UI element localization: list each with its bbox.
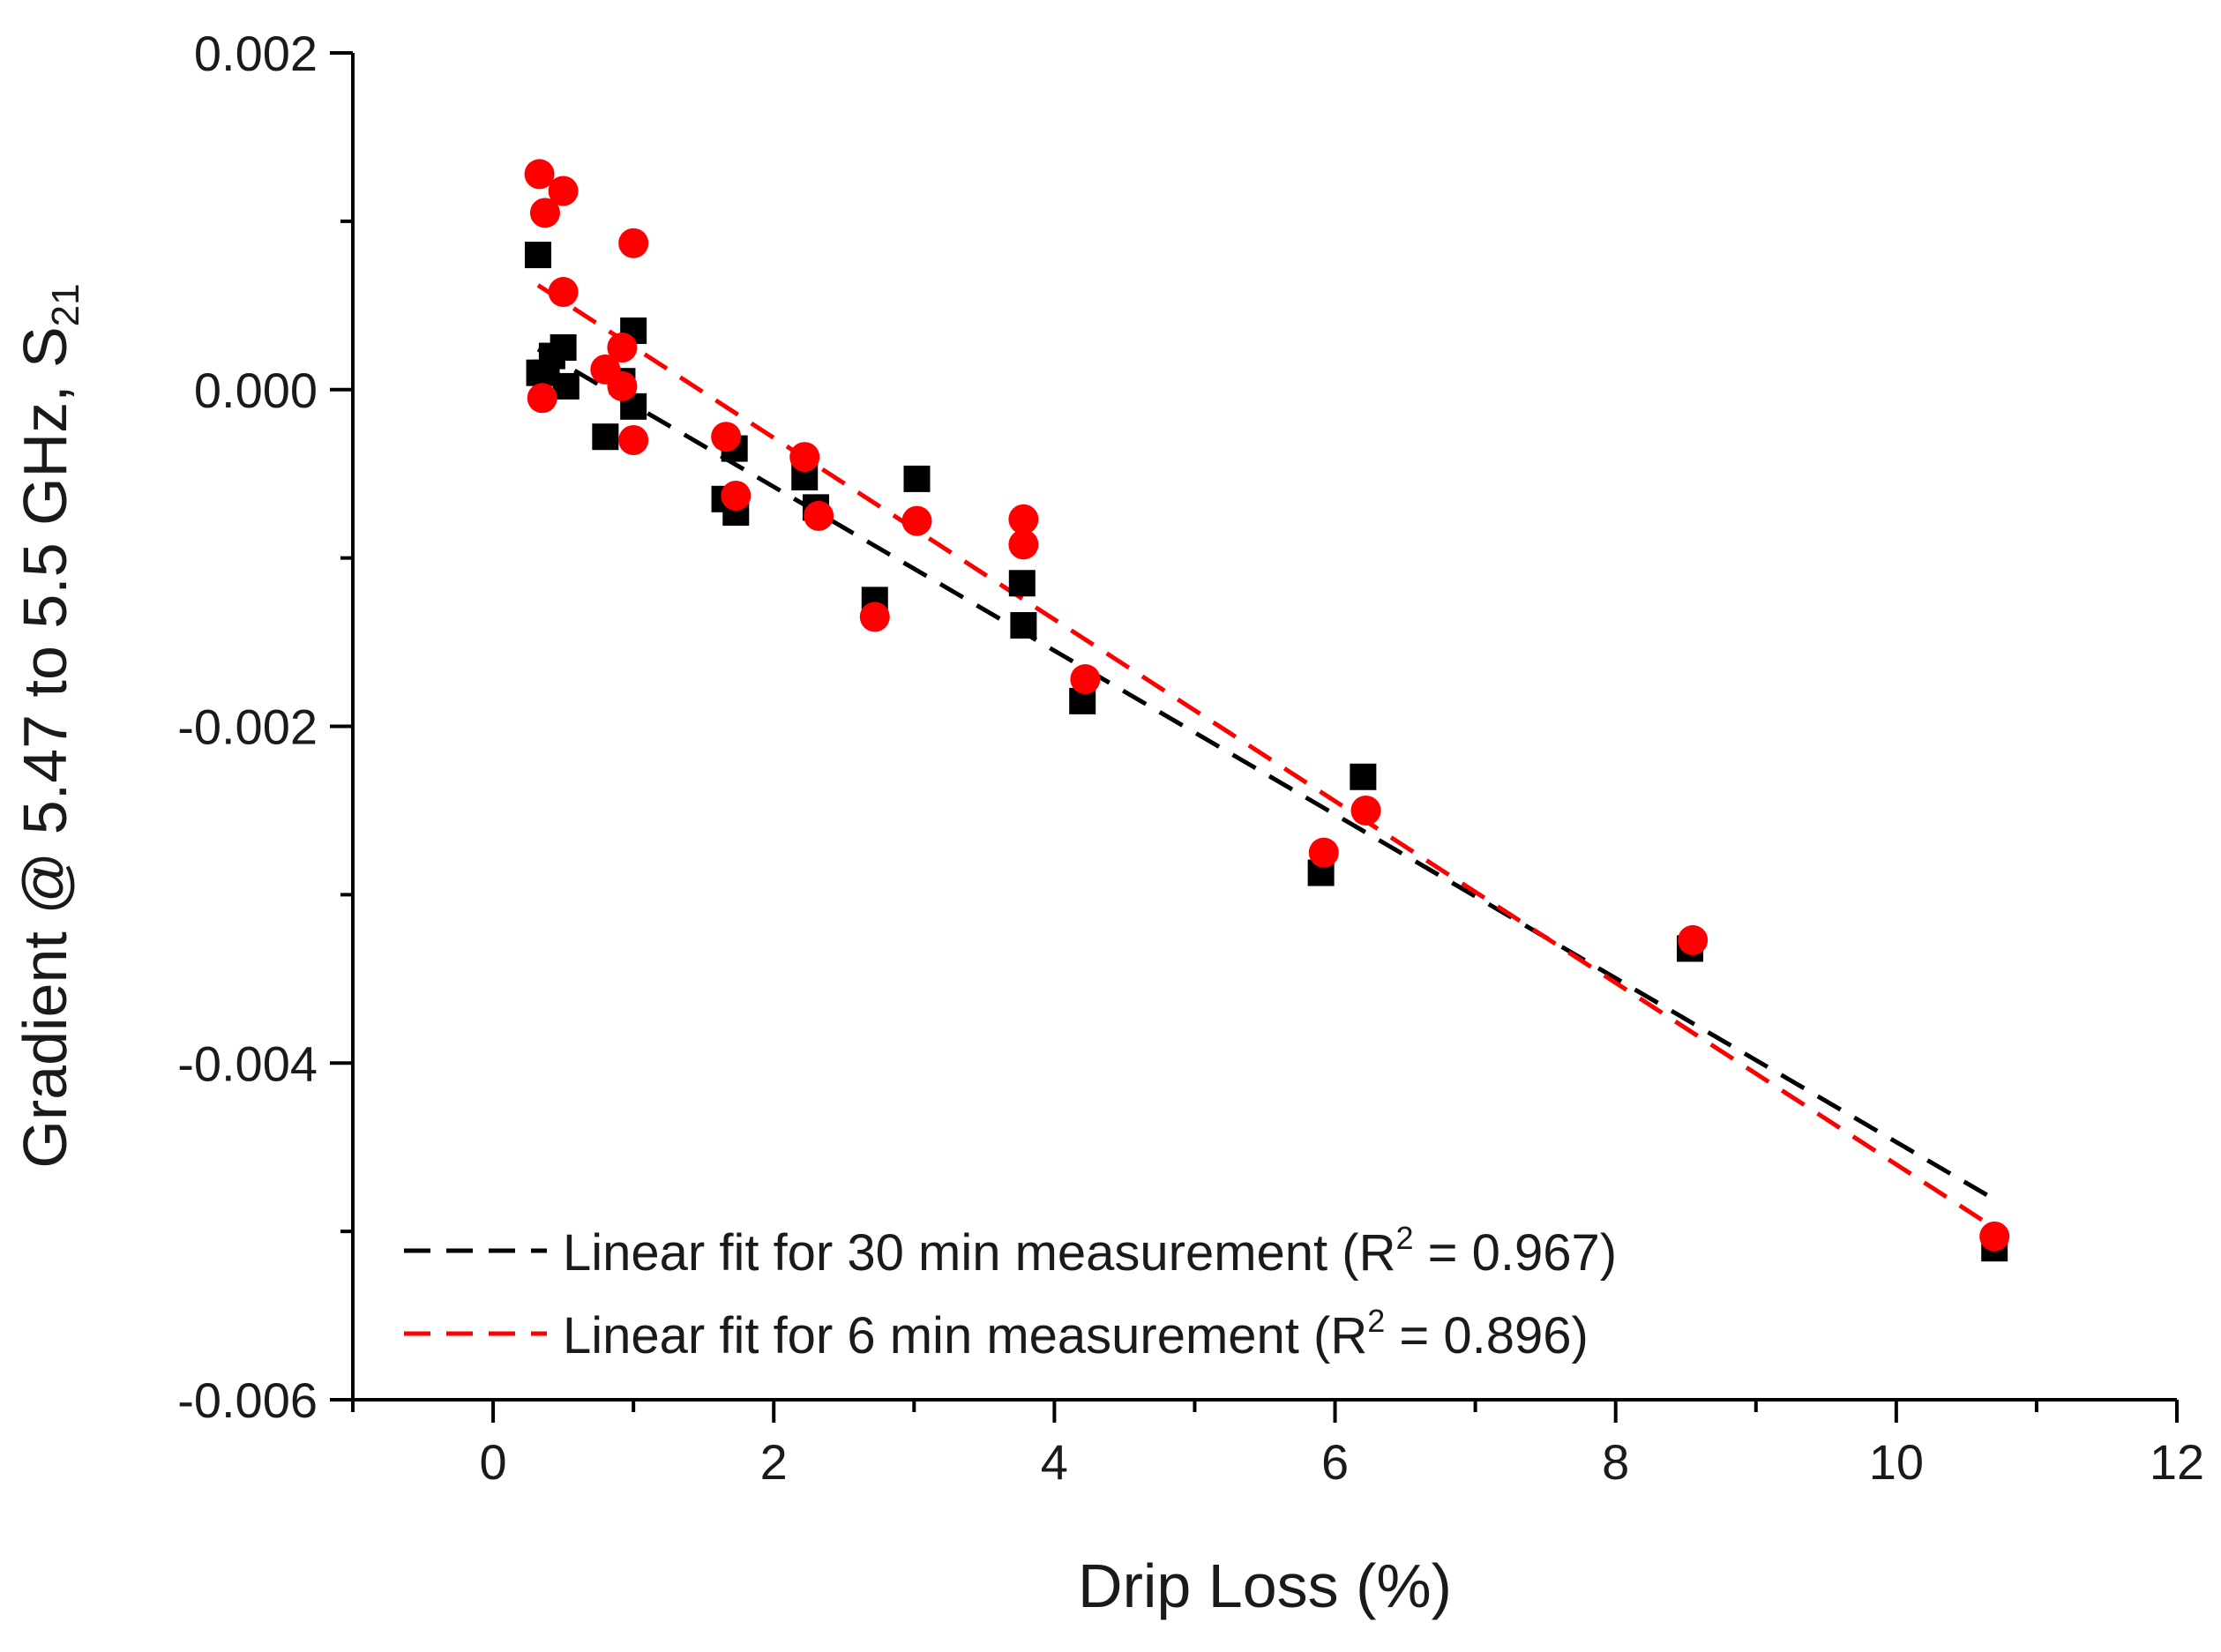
point-30min-16 xyxy=(903,465,931,492)
legend-sup-30min: 2 xyxy=(1395,1220,1413,1256)
y-tick-label-0: -0.006 xyxy=(177,1372,318,1428)
point-30min-18 xyxy=(1010,611,1037,639)
legend-label-6min: Linear fit for 6 min measurement (R2 = 0… xyxy=(563,1303,1589,1364)
legend: Linear fit for 30 min measurement (R2 = … xyxy=(404,1220,1617,1364)
x-tick-label-1: 2 xyxy=(760,1434,788,1490)
fit-line-1 xyxy=(536,283,1996,1230)
legend-text-30min: Linear fit for 30 min measurement (R xyxy=(563,1224,1395,1282)
point-6min-15 xyxy=(901,505,932,536)
point-6min-13 xyxy=(804,500,834,531)
point-6min-16 xyxy=(1008,504,1039,534)
point-6min-19 xyxy=(1308,837,1339,868)
point-6min-12 xyxy=(789,442,820,473)
ticks-layer: 0 2 4 6 8 10 12 -0.006 -0.004 -0.002 0.000 0.002 xyxy=(177,26,2204,1490)
legend-suffix-30min: = 0.967) xyxy=(1414,1224,1618,1282)
y-axis-label-main: Gradient @ 5.47 to 5.5 GHz, S xyxy=(11,326,79,1168)
point-6min-20 xyxy=(1350,795,1381,826)
x-tick-label-2: 4 xyxy=(1041,1434,1068,1490)
y-axis-label: Gradient @ 5.47 to 5.5 GHz, S21 xyxy=(11,283,87,1168)
point-6min-18 xyxy=(1070,664,1101,695)
point-6min-14 xyxy=(859,602,890,632)
x-axis-label: Drip Loss (%) xyxy=(1078,1551,1452,1620)
x-tick-label-4: 8 xyxy=(1602,1434,1629,1490)
point-6min-9 xyxy=(618,425,649,456)
point-6min-1 xyxy=(529,198,560,228)
y-axis-label-subscript: 21 xyxy=(44,283,87,326)
legend-sup-6min: 2 xyxy=(1367,1303,1385,1339)
y-tick-label-3: 0.000 xyxy=(194,363,318,418)
point-6min-6 xyxy=(607,333,638,363)
point-6min-0 xyxy=(524,159,555,190)
point-6min-11 xyxy=(721,481,752,512)
point-30min-0 xyxy=(524,242,551,269)
x-tick-label-6: 12 xyxy=(2150,1434,2204,1490)
point-30min-4 xyxy=(550,334,577,362)
x-tick-label-5: 10 xyxy=(1869,1434,1924,1490)
point-6min-17 xyxy=(1008,529,1039,560)
points-layer xyxy=(524,159,2010,1262)
point-6min-4 xyxy=(527,383,557,414)
point-30min-5 xyxy=(552,372,580,400)
point-30min-21 xyxy=(1350,763,1377,790)
point-6min-21 xyxy=(1678,924,1709,955)
fit-line-0 xyxy=(536,347,1996,1202)
legend-suffix-6min: = 0.896) xyxy=(1385,1307,1589,1364)
fit-lines-layer xyxy=(536,283,1996,1230)
legend-label-30min: Linear fit for 30 min measurement (R2 = … xyxy=(563,1220,1617,1282)
y-tick-label-4: 0.002 xyxy=(194,26,318,81)
x-tick-label-3: 6 xyxy=(1321,1434,1349,1490)
point-6min-3 xyxy=(548,277,579,308)
point-30min-17 xyxy=(1008,570,1036,597)
x-tick-label-0: 0 xyxy=(479,1434,506,1490)
y-tick-label-2: -0.002 xyxy=(177,699,318,755)
point-6min-22 xyxy=(1979,1221,2010,1252)
point-6min-2 xyxy=(548,176,579,206)
point-6min-8 xyxy=(618,228,649,258)
point-6min-7 xyxy=(607,370,638,401)
y-tick-label-1: -0.004 xyxy=(177,1035,318,1091)
legend-text-6min: Linear fit for 6 min measurement (R xyxy=(563,1307,1367,1364)
point-30min-6 xyxy=(592,423,619,451)
point-6min-10 xyxy=(711,422,742,452)
